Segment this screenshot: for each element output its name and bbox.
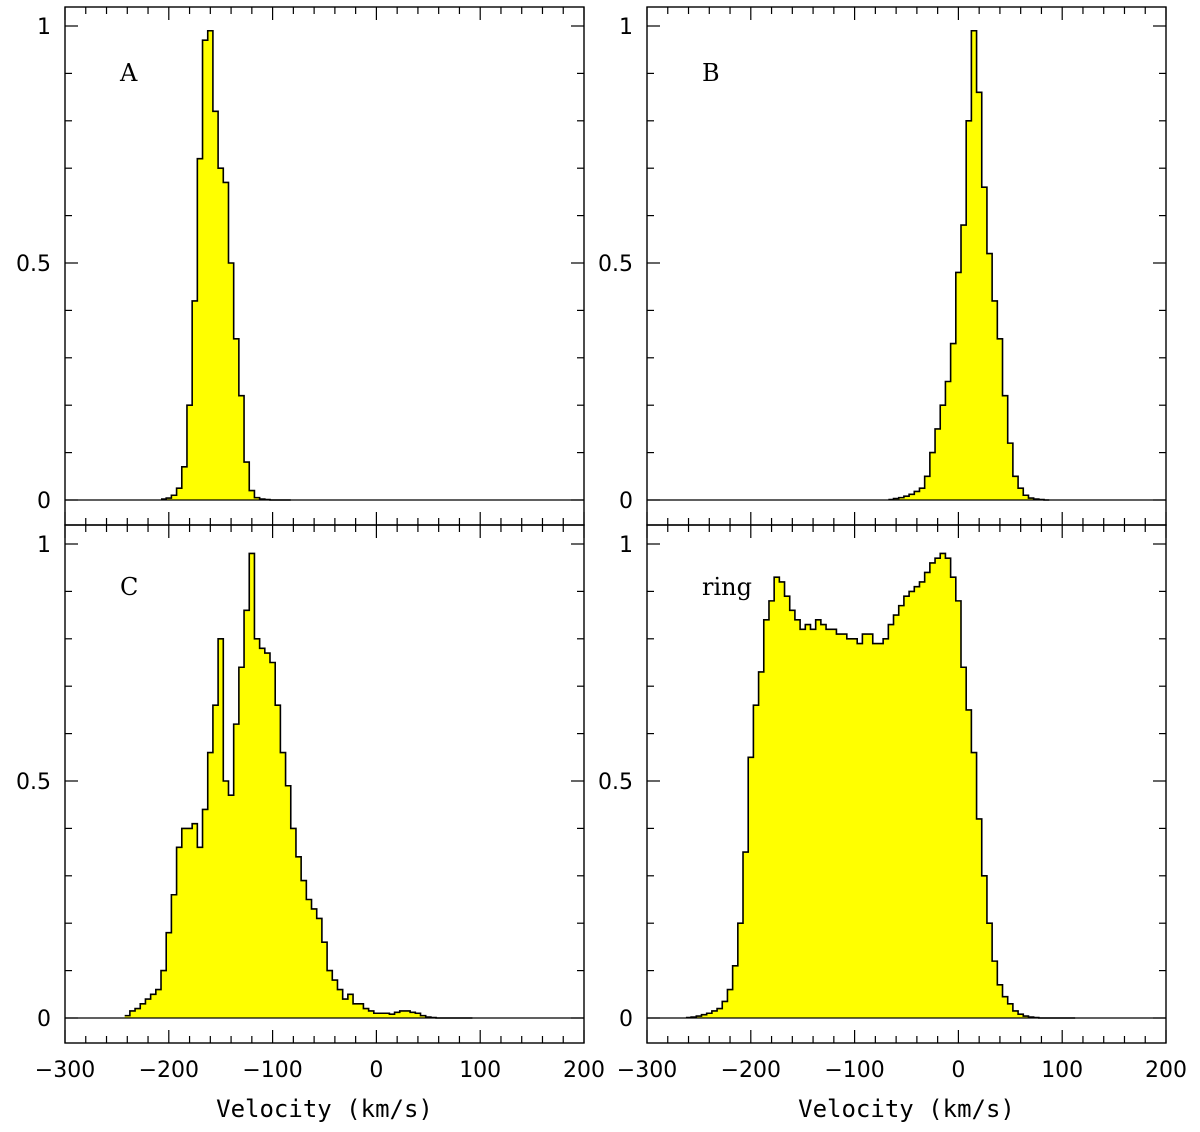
panel-frame — [64, 6, 585, 526]
x-tick-label: −200 — [721, 1058, 781, 1083]
y-tick-label: 0 — [37, 1007, 51, 1032]
x-tick-label: 0 — [369, 1058, 383, 1083]
x-tick-label: −200 — [139, 1058, 199, 1083]
panel-label: ring — [702, 573, 752, 601]
y-tick-label: 1 — [619, 15, 633, 40]
panel-label: B — [702, 59, 720, 87]
y-tick-label: 0.5 — [16, 770, 51, 795]
panel-frame — [646, 6, 1167, 526]
panel-B: 0 0.5 1 B — [598, 6, 1167, 526]
panel-label: C — [120, 573, 138, 601]
histogram-fill-A — [161, 30, 291, 501]
x-tick-label: −300 — [617, 1058, 677, 1083]
y-tick-label: 1 — [37, 15, 51, 40]
y-tick-label: 0 — [37, 489, 51, 514]
panel-frame — [646, 524, 1167, 1044]
histogram-line-C — [124, 552, 473, 1019]
x-tick-label: −100 — [824, 1058, 884, 1083]
x-axis-title: Velocity (km/s) — [216, 1095, 433, 1123]
x-tick-label: −100 — [242, 1058, 302, 1083]
histogram-fill-B — [888, 30, 1050, 501]
panel-label: A — [119, 59, 138, 87]
histogram-fill-C — [124, 553, 473, 1018]
x-tick-label: 0 — [951, 1058, 965, 1083]
x-tick-label: −300 — [35, 1058, 95, 1083]
y-tick-label: 0.5 — [598, 252, 633, 277]
x-tick-label: 100 — [459, 1058, 501, 1083]
histogram-line-A — [161, 29, 291, 501]
x-tick-label: 200 — [1145, 1058, 1187, 1083]
histogram-line-B — [888, 29, 1050, 501]
panel-ring: 0 0.5 1 −300 −200 −100 0 100 200 Velocity (km/s) r… — [598, 524, 1187, 1123]
histogram-fill-ring — [685, 553, 1076, 1018]
x-tick-label: 200 — [563, 1058, 605, 1083]
panel-frame — [64, 524, 585, 1044]
panel-A: 0 0.5 1 A — [16, 6, 585, 526]
y-tick-label: 0 — [619, 489, 633, 514]
x-axis-title: Velocity (km/s) — [798, 1095, 1015, 1123]
y-tick-label: 1 — [37, 533, 51, 558]
y-tick-label: 0.5 — [598, 770, 633, 795]
histogram-line-ring — [685, 552, 1076, 1019]
y-tick-label: 0.5 — [16, 252, 51, 277]
y-tick-label: 0 — [619, 1007, 633, 1032]
x-tick-label: 100 — [1041, 1058, 1083, 1083]
panel-C: 0 0.5 1 −300 −200 −100 0 100 200 Velocity (km/s) C — [16, 524, 605, 1123]
y-tick-label: 1 — [619, 533, 633, 558]
